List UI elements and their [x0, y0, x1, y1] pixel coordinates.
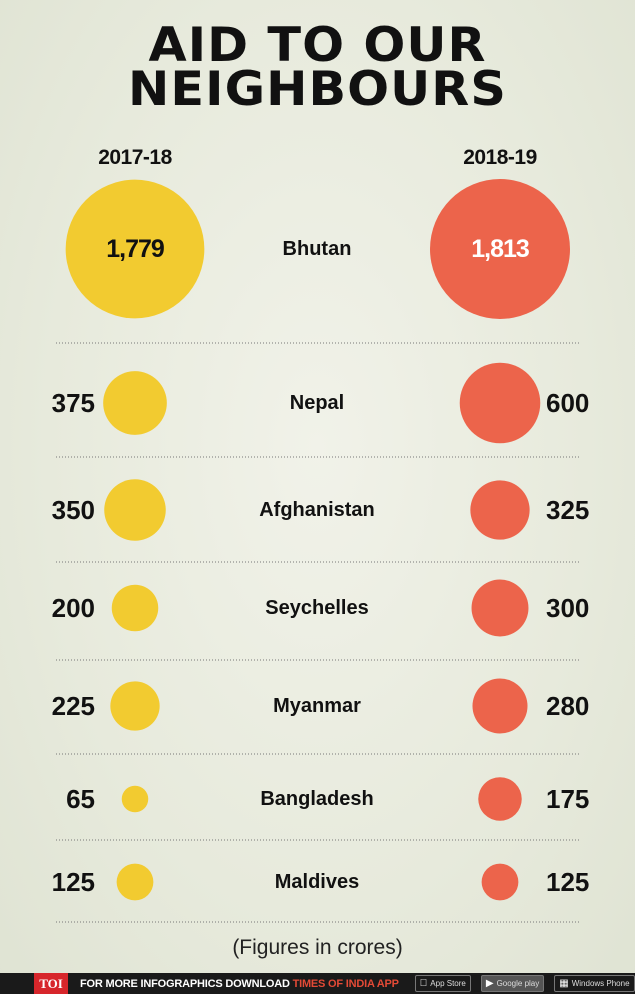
bubble-2017-maldives [116, 863, 154, 901]
country-label-maldives: Maldives [275, 871, 359, 893]
bubble-2018-seychelles [471, 579, 529, 637]
footer-app-name: TIMES OF INDIA APP [292, 977, 399, 990]
toi-logo: TOI [34, 973, 68, 994]
bubble-2017-bhutan [65, 179, 205, 319]
footer-text-prefix: FOR MORE INFOGRAPHICS DOWNLOAD [80, 977, 293, 990]
bubble-2018-nepal [459, 362, 541, 444]
value-2017-seychelles: 200 [52, 593, 95, 623]
value-2017-maldives: 125 [52, 867, 95, 897]
footer-text: FOR MORE INFOGRAPHICS DOWNLOAD TIMES OF … [80, 978, 399, 990]
value-2017-afghanistan: 350 [52, 495, 95, 525]
bubble-2018-myanmar [472, 678, 528, 734]
bubble-2017-afghanistan [104, 479, 166, 541]
country-label-seychelles: Seychelles [265, 597, 368, 619]
country-label-nepal: Nepal [290, 392, 344, 414]
chart-title-line1: AID TO OUR [148, 18, 487, 73]
footer-bar: TOI FOR MORE INFOGRAPHICS DOWNLOAD TIMES… [0, 973, 635, 994]
country-label-afghanistan: Afghanistan [259, 499, 375, 521]
play-icon: ▶ [478, 978, 494, 989]
value-2017-bangladesh: 65 [66, 784, 95, 814]
value-2018-maldives: 125 [546, 867, 589, 897]
bubble-2018-bangladesh [478, 777, 522, 821]
bubble-2017-bangladesh [121, 785, 149, 813]
bubble-2018-bhutan [430, 179, 570, 319]
value-2017-nepal: 375 [52, 388, 95, 418]
bubble-2018-afghanistan [470, 480, 530, 540]
value-2018-nepal: 600 [546, 388, 589, 418]
country-label-bhutan: Bhutan [283, 238, 352, 260]
country-label-myanmar: Myanmar [273, 695, 361, 717]
windows-phone-badge[interactable]: ▦ Windows Phone [551, 975, 635, 992]
value-2018-seychelles: 300 [546, 593, 589, 623]
value-2018-bhutan: 1,813 [471, 235, 529, 263]
windows-icon: ▦ [551, 978, 568, 989]
bubble-2018-maldives [481, 863, 519, 901]
bubble-2017-myanmar [110, 681, 160, 731]
series-label-2018-19: 2018-19 [463, 146, 537, 169]
country-label-bangladesh: Bangladesh [260, 788, 373, 810]
app-store-badge[interactable]:  App Store [414, 975, 471, 992]
value-2018-bangladesh: 175 [546, 784, 589, 814]
chart-title-line2: NEIGHBOURS [128, 62, 507, 117]
value-2017-myanmar: 225 [52, 691, 95, 721]
units-note: (Figures in crores) [232, 936, 403, 959]
apple-icon:  [420, 978, 428, 989]
value-2018-afghanistan: 325 [546, 495, 589, 525]
series-label-2017-18: 2017-18 [98, 146, 172, 169]
value-2017-bhutan: 1,779 [106, 235, 164, 263]
bubble-chart: 1,779 1,813 Bhutan 375 600 Nepal 350 325 Afghani… [52, 179, 589, 923]
google-play-badge[interactable]: ▶ Google play [478, 975, 545, 992]
bubble-2017-nepal [103, 371, 167, 435]
bubble-2017-seychelles [111, 584, 159, 632]
value-2018-myanmar: 280 [546, 691, 589, 721]
